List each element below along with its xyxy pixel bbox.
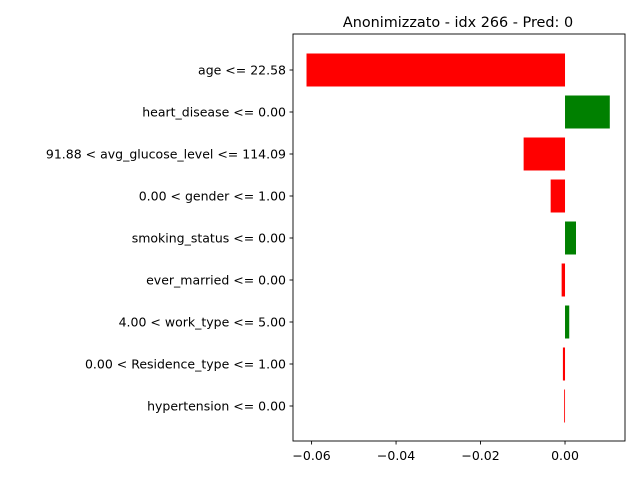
bar-7 — [562, 347, 566, 381]
bars-layer — [306, 53, 610, 423]
y-tick-label: smoking_status <= 0.00 — [132, 231, 286, 246]
y-tick-label: heart_disease <= 0.00 — [142, 105, 286, 120]
y-tick-label: 0.00 < Residence_type <= 1.00 — [85, 357, 286, 372]
bar-8 — [564, 389, 566, 423]
x-axis: −0.06 −0.04 −0.02 0.00 — [292, 441, 579, 463]
bar-3 — [550, 179, 566, 213]
x-tick-label: −0.04 — [377, 448, 415, 463]
y-tick-label: 4.00 < work_type <= 5.00 — [119, 315, 286, 330]
y-tick-label: age <= 22.58 — [198, 63, 286, 78]
bar-4 — [565, 221, 577, 255]
y-tick-label: 91.88 < avg_glucose_level <= 114.09 — [46, 147, 286, 162]
y-tick-label: ever_married <= 0.00 — [146, 273, 286, 288]
axes-frame — [292, 33, 626, 442]
bar-0 — [306, 53, 566, 87]
bar-5 — [561, 263, 566, 297]
x-tick-label: 0.00 — [551, 448, 579, 463]
y-tick-label: 0.00 < gender <= 1.00 — [139, 189, 286, 204]
chart-title: Anonimizzato - idx 266 - Pred: 0 — [343, 15, 573, 31]
bar-2 — [523, 137, 566, 171]
y-tick-label: hypertension <= 0.00 — [147, 399, 286, 414]
x-tick-label: −0.02 — [461, 448, 499, 463]
bar-1 — [565, 95, 610, 129]
bar-6 — [565, 305, 570, 339]
y-tick-labels: age <= 22.58 heart_disease <= 0.00 91.88 <… — [46, 63, 293, 414]
x-tick-label: −0.06 — [292, 448, 330, 463]
